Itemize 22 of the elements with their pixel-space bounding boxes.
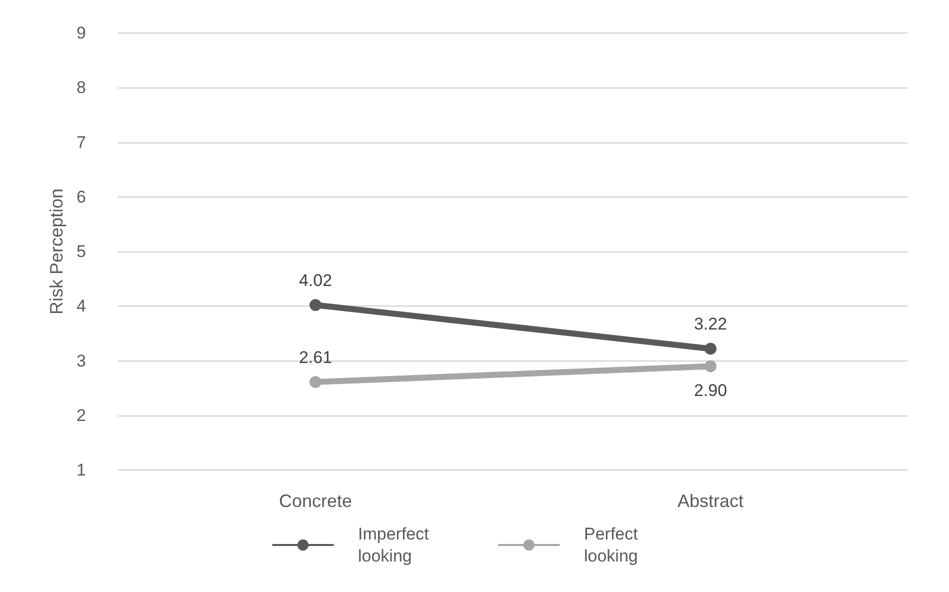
y-tick-label: 7 xyxy=(76,132,86,152)
y-tick-label: 6 xyxy=(76,187,86,206)
legend-label: Imperfect looking xyxy=(358,524,434,566)
y-tick-label: 3 xyxy=(76,351,86,370)
y-tick-label: 1 xyxy=(76,460,86,480)
x-tick-label: Concrete xyxy=(278,491,352,511)
point xyxy=(310,299,322,312)
legend-label: Perfect looking xyxy=(584,524,643,566)
data-label: 3.22 xyxy=(694,314,728,334)
y-tick-label: 8 xyxy=(76,78,86,98)
data-label: 2.90 xyxy=(694,381,728,400)
data-label: 2.61 xyxy=(298,348,332,368)
x-tick-label: Abstract xyxy=(677,491,744,511)
point xyxy=(310,376,322,388)
y-tick-label: 4 xyxy=(76,296,86,316)
data-label: 4.02 xyxy=(298,271,332,290)
point xyxy=(704,360,716,372)
y-tick-label: 9 xyxy=(76,24,86,42)
y-axis-title: Risk Perception xyxy=(46,188,67,315)
y-tick-label: 2 xyxy=(76,406,86,425)
point xyxy=(704,342,716,355)
y-tick-label: 5 xyxy=(76,242,86,261)
